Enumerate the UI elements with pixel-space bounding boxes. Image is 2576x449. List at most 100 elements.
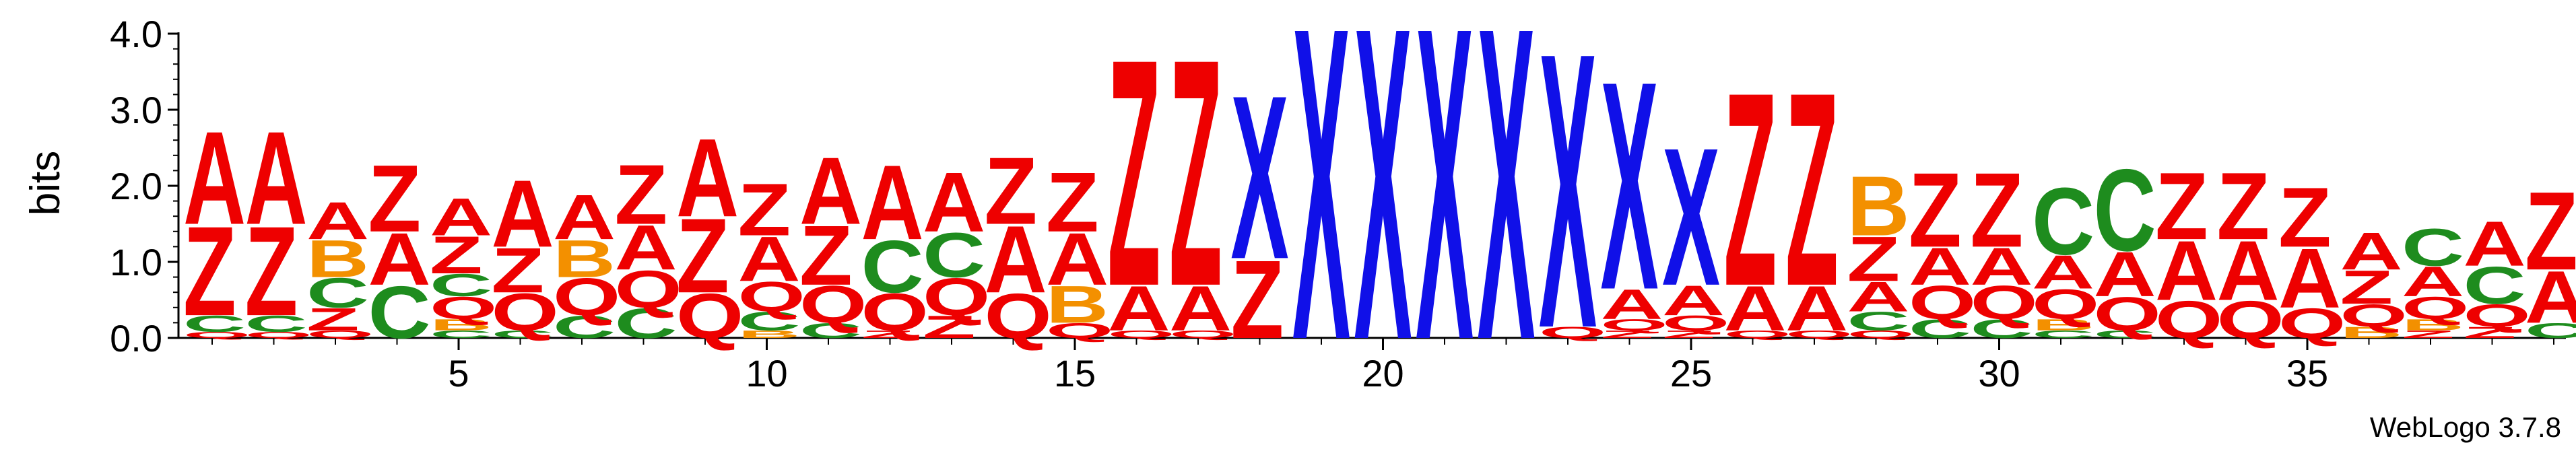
logo-letter-a: A <box>183 104 246 252</box>
logo-letter-b: B <box>1046 275 1109 335</box>
logo-letter-a: A <box>553 182 616 252</box>
logo-letter-a: A <box>2340 221 2403 281</box>
logo-letter-q: Q <box>1539 324 1606 342</box>
logo-letter-x: X <box>1416 0 1474 434</box>
logo-letter-c: C <box>2032 329 2094 341</box>
logo-letter-z: Z <box>1662 329 1715 341</box>
x-tick-label: 5 <box>448 352 469 394</box>
weblogo-credit: WebLogo 3.7.8 <box>2369 411 2561 443</box>
y-tick-label: 1.0 <box>110 241 162 283</box>
logo-letter-b: B <box>738 329 801 341</box>
logo-letter-q: Q <box>430 290 497 326</box>
x-tick-label: 35 <box>2286 352 2328 394</box>
x-tick-label: 25 <box>1670 352 1712 394</box>
logo-letter-c: C <box>2525 318 2576 342</box>
logo-letter-q: Q <box>2155 289 2222 349</box>
logo-letter-z: Z <box>2402 329 2455 341</box>
logo-letter-c: C <box>492 329 554 341</box>
logo-letter-a: A <box>245 104 308 252</box>
logo-letter-q: Q <box>1108 329 1175 341</box>
logo-letter-c: C <box>738 307 801 337</box>
logo-letter-z: Z <box>615 147 668 242</box>
x-tick-label: 10 <box>746 352 787 394</box>
logo-letter-z: Z <box>1231 238 1284 362</box>
logo-letter-c: C <box>245 311 308 337</box>
logo-letter-q: Q <box>2094 287 2161 341</box>
x-tick-label: 20 <box>1362 352 1403 394</box>
logo-letter-q: Q <box>1662 311 1729 335</box>
logo-letter-c: C <box>861 226 924 308</box>
logo-letter-a: A <box>615 212 678 283</box>
logo-letter-z: Z <box>799 208 853 303</box>
logo-letter-q: Q <box>676 281 744 351</box>
logo-letter-a: A <box>738 223 801 294</box>
logo-letter-a: A <box>1847 273 1910 320</box>
logo-letter-a: A <box>2525 256 2576 339</box>
logo-letter-z: Z <box>861 329 915 341</box>
logo-letter-c: C <box>183 311 246 337</box>
logo-letter-q: Q <box>1169 329 1236 341</box>
logo-letter-q: Q <box>861 282 929 342</box>
logo-letter-z: Z <box>1108 0 1161 353</box>
y-tick-label: 4.0 <box>110 13 162 55</box>
logo-letter-b: B <box>430 316 492 334</box>
logo-letter-x: X <box>1601 19 1659 351</box>
logo-letter-z: Z <box>2278 170 2332 265</box>
logo-letter-a: A <box>2155 223 2218 318</box>
y-axis-label: bits <box>22 151 69 215</box>
logo-letter-c: C <box>430 329 492 341</box>
logo-letter-b: B <box>2340 324 2403 342</box>
logo-letter-a: A <box>2464 208 2526 279</box>
logo-letter-z: Z <box>2525 170 2576 293</box>
logo-letter-q: Q <box>1046 318 1113 342</box>
logo-letter-x: X <box>1231 47 1290 308</box>
y-tick-label: 3.0 <box>110 89 162 131</box>
logo-letter-q: Q <box>1971 276 2038 329</box>
logo-letter-b: B <box>306 229 369 289</box>
logo-letter-z: Z <box>1724 36 1777 343</box>
logo-letter-z: Z <box>2217 152 2270 259</box>
logo-letter-q: Q <box>553 267 620 326</box>
logo-letter-x: X <box>1478 0 1536 434</box>
logo-letter-q: Q <box>2340 298 2408 333</box>
logo-letter-q: Q <box>2402 290 2469 326</box>
logo-letter-q: Q <box>1601 316 1668 334</box>
logo-letter-z: Z <box>2340 261 2393 314</box>
logo-letter-c: C <box>306 269 369 317</box>
logo-letter-a: A <box>2402 258 2464 306</box>
logo-letter-a: A <box>1108 273 1170 343</box>
logo-letter-z: Z <box>1971 151 2024 269</box>
logo-letter-z: Z <box>306 302 360 337</box>
logo-letter-c: C <box>430 267 492 303</box>
logo-letter-a: A <box>1601 281 1663 329</box>
logo-letter-z: Z <box>1169 0 1222 353</box>
logo-letter-q: Q <box>923 267 990 326</box>
logo-letter-z: Z <box>985 137 1038 244</box>
logo-letter-a: A <box>2032 246 2094 299</box>
logo-letter-c: C <box>615 300 678 347</box>
logo-letter-z: Z <box>2464 324 2517 342</box>
logo-letter-a: A <box>1971 236 2033 296</box>
logo-letter-z: Z <box>368 145 422 252</box>
logo-letter-a: A <box>492 160 554 267</box>
logo-letter-b: B <box>553 229 616 289</box>
x-tick-label: 30 <box>1978 352 2020 394</box>
logo-letter-a: A <box>861 143 924 262</box>
logo-letter-a: A <box>985 205 1047 312</box>
logo-letter-a: A <box>2278 231 2341 326</box>
logo-letter-a: A <box>1909 236 1971 296</box>
logo-letter-z: Z <box>1601 329 1654 341</box>
logo-letter-b: B <box>1847 159 1910 254</box>
logo-letter-a: A <box>2217 223 2280 318</box>
logo-letter-z: Z <box>183 200 236 343</box>
logo-letter-x: X <box>1662 107 1720 326</box>
logo-letter-a: A <box>799 137 862 244</box>
logo-letter-c: C <box>2464 256 2526 316</box>
logo-letter-x: X <box>1292 0 1351 434</box>
logo-letter-c: C <box>553 309 616 345</box>
logo-letter-x: X <box>1354 0 1413 434</box>
logo-letter-q: Q <box>738 273 805 320</box>
logo-letter-q: Q <box>245 331 312 340</box>
logo-letter-q: Q <box>799 275 867 335</box>
